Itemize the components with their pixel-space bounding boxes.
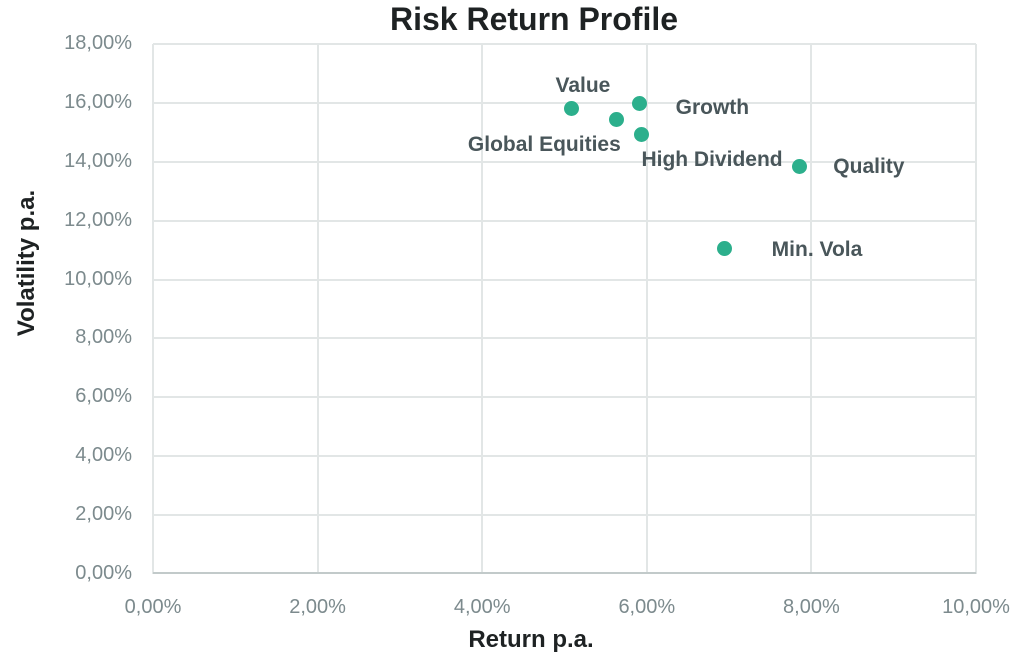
vertical-gridline xyxy=(975,44,977,574)
x-axis-tick-label: 0,00% xyxy=(124,596,182,618)
data-point xyxy=(631,95,647,111)
y-axis-tick-label: 8,00% xyxy=(75,326,132,349)
x-axis-tick-label: 8,00% xyxy=(783,596,840,618)
y-axis-tick-label: 16,00% xyxy=(64,90,132,113)
horizontal-gridline xyxy=(153,219,976,222)
data-point-label: Min. Vola xyxy=(771,237,863,261)
vertical-gridline xyxy=(481,44,484,574)
horizontal-gridline xyxy=(153,455,976,458)
data-point xyxy=(608,111,624,127)
data-point xyxy=(564,100,580,116)
horizontal-gridline xyxy=(153,101,976,104)
horizontal-gridline xyxy=(153,43,976,45)
y-axis-tick-label: 10,00% xyxy=(64,267,132,290)
x-axis-tick-label: 2,00% xyxy=(289,596,346,618)
x-axis-tick-label: 10,00% xyxy=(942,596,1010,618)
data-point-label: Value xyxy=(555,74,611,98)
y-axis-tick-label: 4,00% xyxy=(75,444,132,467)
data-point xyxy=(717,241,733,257)
vertical-gridline xyxy=(810,44,813,574)
y-axis-tick-label: 12,00% xyxy=(64,208,132,231)
data-point xyxy=(633,127,649,143)
y-axis-tick-label: 2,00% xyxy=(75,503,132,526)
horizontal-gridline xyxy=(153,278,976,281)
vertical-gridline xyxy=(316,44,319,574)
y-axis-tick-label: 18,00% xyxy=(64,32,132,54)
chart-title: Risk Return Profile xyxy=(389,1,679,37)
x-axis-title: Return p.a. xyxy=(468,626,594,653)
y-axis-tick-label: 6,00% xyxy=(75,385,132,408)
x-axis-tick-label: 4,00% xyxy=(453,596,511,618)
vertical-gridline xyxy=(152,44,154,574)
data-point-label: High Dividend xyxy=(641,147,783,171)
horizontal-gridline xyxy=(153,337,976,340)
y-axis-tick-label: 14,00% xyxy=(64,149,132,172)
x-axis-tick-label: 6,00% xyxy=(618,596,676,618)
horizontal-gridline xyxy=(153,396,976,399)
x-axis-line xyxy=(153,572,976,574)
data-point xyxy=(792,158,808,174)
vertical-gridline xyxy=(645,44,648,574)
data-point-label: Growth xyxy=(675,96,750,120)
y-axis-tick-label: 0,00% xyxy=(75,562,132,584)
horizontal-gridline xyxy=(153,514,976,517)
horizontal-gridline xyxy=(153,160,976,163)
plot-area: Value Growth Global Equities High Dividend Q… xyxy=(152,43,977,574)
data-point-label: Global Equities xyxy=(467,133,621,157)
data-point-label: Quality xyxy=(833,155,905,179)
